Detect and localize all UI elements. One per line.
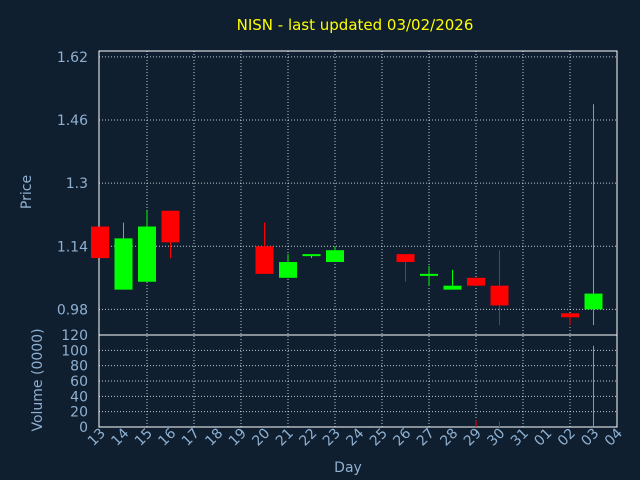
day-tick-label: 21 bbox=[273, 426, 297, 450]
day-tick-label: 19 bbox=[226, 426, 250, 450]
candle-body bbox=[255, 246, 274, 274]
day-tick-label: 16 bbox=[155, 425, 179, 449]
day-tick-label: 25 bbox=[367, 426, 391, 450]
chart-title: NISN - last updated 03/02/2026 bbox=[237, 16, 474, 34]
candle-body bbox=[326, 250, 344, 263]
candlesticks bbox=[91, 104, 603, 326]
day-tick-label: 04 bbox=[602, 425, 626, 449]
volume-tick-label: 100 bbox=[61, 343, 88, 359]
candle-body bbox=[279, 262, 297, 278]
price-plot-frame bbox=[98, 50, 618, 336]
volume-bars bbox=[475, 345, 594, 427]
volume-tick-label: 20 bbox=[70, 405, 88, 421]
day-tick-label: 14 bbox=[108, 425, 132, 449]
day-tick-label: 26 bbox=[390, 425, 414, 449]
volume-tick-label: 40 bbox=[70, 389, 88, 405]
day-tick-label: 15 bbox=[132, 426, 156, 450]
volume-tick-label: 60 bbox=[70, 374, 88, 390]
day-tick-label: 17 bbox=[179, 426, 203, 450]
candle-body bbox=[420, 273, 438, 276]
day-tick-label: 13 bbox=[85, 426, 109, 450]
day-tick-label: 29 bbox=[461, 426, 485, 450]
day-tick-label: 30 bbox=[484, 426, 508, 450]
candle-body bbox=[302, 254, 321, 257]
candle-body bbox=[467, 277, 485, 286]
candle-body bbox=[584, 293, 603, 310]
x-axis-label: Day bbox=[334, 460, 362, 476]
day-tick-label: 01 bbox=[531, 426, 555, 450]
price-tick-label: 1.46 bbox=[57, 113, 88, 129]
candle-body bbox=[91, 226, 109, 259]
price-tick-label: 1.14 bbox=[57, 239, 88, 255]
price-tick-label: 1.3 bbox=[66, 176, 88, 192]
day-tick-label: 20 bbox=[249, 426, 273, 450]
grid-lines bbox=[99, 51, 618, 427]
day-tick-label: 18 bbox=[202, 426, 226, 450]
price-tick-label: 0.98 bbox=[57, 302, 88, 318]
day-tick-label: 03 bbox=[578, 426, 602, 450]
candle-body bbox=[561, 313, 579, 318]
day-tick-label: 27 bbox=[414, 426, 438, 450]
day-tick-label: 24 bbox=[343, 425, 367, 449]
volume-axis-label: Volume (0000) bbox=[30, 328, 46, 431]
candle-body bbox=[138, 226, 156, 282]
volume-tick-label: 80 bbox=[70, 359, 88, 375]
candle-body bbox=[396, 254, 415, 263]
day-tick-label: 23 bbox=[320, 426, 344, 450]
candle-body bbox=[114, 238, 133, 290]
day-tick-label: 31 bbox=[508, 426, 532, 450]
candle-body bbox=[443, 285, 462, 290]
day-tick-label: 02 bbox=[555, 426, 579, 450]
volume-tick-label: 0 bbox=[79, 420, 88, 436]
candle-body bbox=[490, 285, 509, 306]
day-tick-label: 22 bbox=[296, 426, 320, 450]
price-tick-label: 1.62 bbox=[57, 50, 88, 66]
price-axis-label: Price bbox=[19, 175, 35, 209]
candle-body bbox=[161, 210, 180, 243]
volume-tick-label: 120 bbox=[61, 328, 88, 344]
day-tick-label: 28 bbox=[437, 426, 461, 450]
